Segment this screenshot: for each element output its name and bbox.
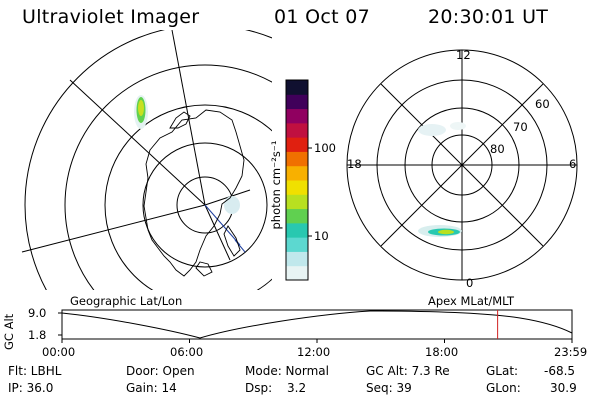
time-label: 20:30:01 UT [428,6,549,28]
colorbar-band [286,237,308,252]
time-tick-1200: 12:00 [297,345,331,359]
colorbar-band [286,94,308,110]
colorbar-band [286,222,308,238]
colorbar-band [286,137,308,152]
time-tick-0000: 00:00 [42,345,76,359]
colorbar-band [286,180,308,195]
altitude-axis-label: GC Alt [2,313,16,350]
mlat-label-80: 80 [490,142,505,156]
glon-label: GLon: [486,381,521,395]
door-readout: Door: Open [126,364,195,378]
mlt-label-0: 0 [466,276,474,290]
colorbar-tick-10: 10 [314,229,329,243]
time-tick-0600: 06:00 [170,345,204,359]
geographic-caption: Geographic Lat/Lon [70,294,183,308]
time-tick-2359: 23:59 [554,345,588,359]
colorbar-band [286,151,308,167]
mlt-label-18: 18 [347,157,362,171]
dsp-label: Dsp: [245,381,273,395]
ip-readout: IP: 36.0 [8,381,54,395]
glat-value: -68.5 [544,364,576,378]
gain-readout: Gain: 14 [126,381,177,395]
colorbar-band [286,108,308,124]
colorbar-band [286,265,308,281]
colorbar-band [286,251,308,267]
apex-caption: Apex MLat/MLT [428,294,515,308]
colorbar-band [286,165,308,181]
colorbar-band [286,80,308,95]
mlat-label-60: 60 [535,97,550,111]
seq-readout: Seq: 39 [366,381,412,395]
filter-readout: Flt: LBHL [8,364,62,378]
glat-label: GLat: [486,364,519,378]
colorbar-band [286,194,308,210]
time-tick-1800: 18:00 [425,345,459,359]
colorbar-band [286,208,308,224]
colorbar-band [286,122,308,138]
gc-alt-readout: GC Alt: 7.3 Re [366,364,450,378]
mlt-label-6: 6 [569,157,577,171]
mlt-label-12: 12 [456,48,471,62]
altitude-tick-1-8: 1.8 [28,328,47,342]
mlat-label-70: 70 [513,120,528,134]
dsp-value: 3.2 [287,381,307,395]
instrument-title: Ultraviolet Imager [22,6,200,28]
date-label: 01 Oct 07 [274,6,370,28]
colorbar-tick-100: 100 [314,141,336,155]
mode-readout: Mode: Normal [245,364,329,378]
glon-value: 30.9 [550,381,577,395]
altitude-tick-9: 9.0 [28,306,47,320]
